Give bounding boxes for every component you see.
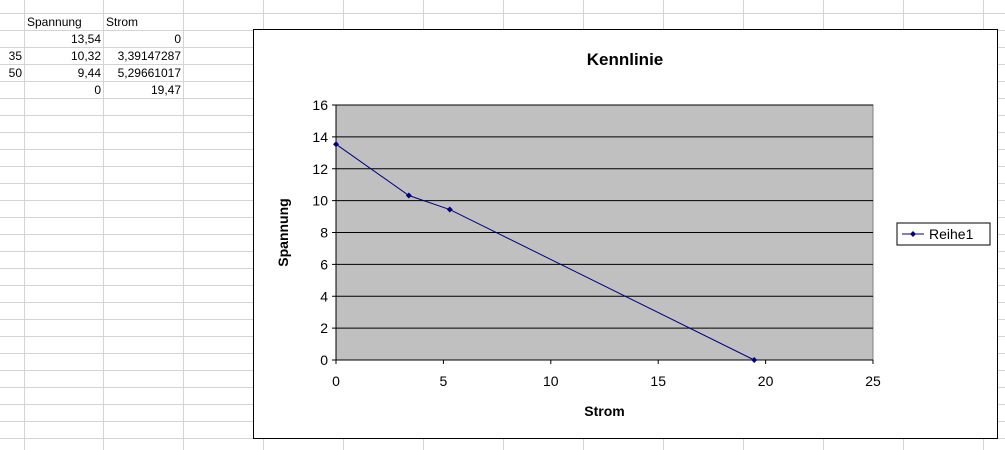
series-line	[335, 143, 755, 361]
spannung-cell[interactable]: 0	[94, 83, 101, 97]
spannung-cell[interactable]: 13,54	[70, 32, 101, 46]
row-gridline	[0, 13, 1005, 14]
x-axis-label: Strom	[584, 403, 624, 419]
y-tick-label: 10	[312, 193, 328, 209]
strom-cell[interactable]: 5,29661017	[117, 66, 181, 80]
x-tick-label: 0	[332, 373, 340, 389]
column-gridline	[103, 0, 104, 450]
line-chart: Kennlinie 0 2 4 6 8 10 12 14 16 0 5 10 15 20 25 Strom Spa…	[275, 50, 991, 419]
strom-cell[interactable]: 19,47	[150, 83, 181, 97]
y-tick-label: 0	[320, 352, 328, 368]
strom-cell[interactable]: 0	[174, 32, 181, 46]
data-point	[405, 192, 412, 199]
x-tick-label: 15	[650, 373, 666, 389]
legend-diamond-marker	[910, 231, 916, 237]
row-label-cell[interactable]	[0, 82, 24, 98]
chart-title: Kennlinie	[587, 50, 664, 69]
y-tick-label: 8	[320, 225, 328, 241]
y-tick-label: 16	[312, 97, 328, 113]
row-label-cell[interactable]	[0, 31, 24, 47]
y-tick-label: 6	[320, 256, 328, 272]
header-cell-spannung[interactable]: Spannung	[27, 15, 82, 29]
chart-area[interactable]: Kennlinie 0 2 4 6 8 10 12 14 16 0 5 10 15 20 25 Strom Spa…	[253, 29, 998, 439]
spannung-cell[interactable]: 10,32	[70, 49, 101, 63]
y-tick-label: 2	[320, 320, 328, 336]
x-tick-label: 10	[543, 373, 559, 389]
row-label-cell[interactable]: 35	[8, 49, 22, 63]
strom-cell[interactable]: 3,39147287	[117, 49, 181, 63]
y-tick-label: 12	[312, 161, 328, 177]
y-tick-label: 14	[312, 129, 328, 145]
x-tick-label: 25	[865, 373, 881, 389]
x-tick-label: 20	[758, 373, 774, 389]
legend-label: Reihe1	[929, 226, 974, 242]
y-tick-label: 4	[320, 288, 328, 304]
row-label-cell[interactable]: 50	[8, 66, 22, 80]
header-cell-strom[interactable]: Strom	[106, 15, 139, 29]
spannung-cell[interactable]: 9,44	[77, 66, 101, 80]
data-point	[751, 357, 758, 363]
y-axis-label: Spannung	[275, 198, 291, 266]
x-tick-label: 5	[440, 373, 448, 389]
column-gridline	[24, 0, 25, 450]
data-point	[446, 206, 453, 213]
legend-box	[896, 222, 991, 246]
data-point	[333, 141, 339, 148]
column-gridline	[183, 0, 184, 450]
